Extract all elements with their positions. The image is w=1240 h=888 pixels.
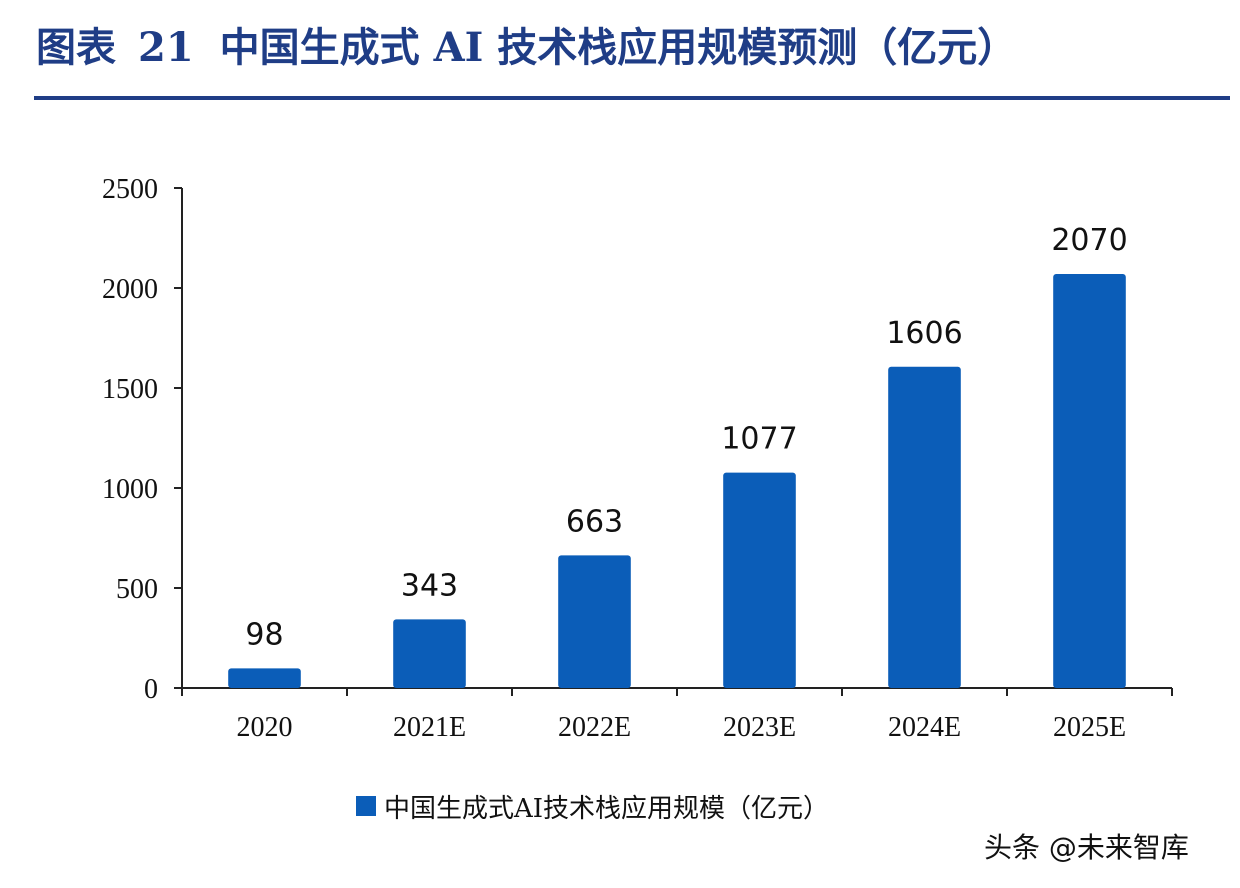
y-tick-label: 500 <box>116 574 158 605</box>
x-axis: 2020 2021E 2022E 2023E 2024E 2025E <box>181 687 1173 743</box>
data-label: 663 <box>566 504 623 539</box>
bar <box>888 366 961 688</box>
legend-swatch <box>356 796 376 816</box>
figure-number: 21 <box>138 24 194 71</box>
watermark: 头条 @未来智库 <box>984 831 1189 864</box>
bar <box>1053 274 1126 688</box>
data-labels: 98 343 663 1077 1606 2070 <box>245 223 1127 652</box>
chart-title: 图表 21 中国生成式 AI 技术栈应用规模预测（亿元） <box>36 12 1017 84</box>
bar <box>393 619 466 688</box>
x-tick-label: 2025E <box>1053 712 1126 743</box>
data-label: 98 <box>245 617 283 652</box>
figure-label: 图表 <box>36 24 116 71</box>
x-tick-label: 2020 <box>237 712 293 743</box>
figure-title-text: 中国生成式 AI 技术栈应用规模预测（亿元） <box>219 24 1018 71</box>
data-label: 1606 <box>886 316 962 351</box>
data-label: 2070 <box>1051 223 1127 258</box>
data-label: 343 <box>401 568 458 603</box>
legend-label: 中国生成式AI技术栈应用规模（亿元） <box>384 793 830 824</box>
bar <box>228 668 301 688</box>
y-tick-label: 2500 <box>102 174 158 205</box>
data-label: 1077 <box>721 422 797 457</box>
legend: 中国生成式AI技术栈应用规模（亿元） <box>356 784 829 828</box>
y-tick-label: 0 <box>144 674 158 705</box>
bar <box>558 555 631 688</box>
x-tick-label: 2022E <box>558 712 631 743</box>
bar-series <box>228 274 1126 688</box>
x-tick-label: 2021E <box>393 712 466 743</box>
title-divider <box>34 96 1230 100</box>
y-tick-label: 1000 <box>102 474 158 505</box>
bar-chart: 0 500 1000 1500 2000 2500 2020 2021E 2022E 2023E… <box>102 174 1173 743</box>
y-axis: 0 500 1000 1500 2000 2500 <box>102 174 183 705</box>
y-tick-label: 2000 <box>102 274 158 305</box>
x-tick-label: 2024E <box>888 712 961 743</box>
x-tick-label: 2023E <box>723 712 796 743</box>
y-tick-label: 1500 <box>102 374 158 405</box>
bar <box>723 472 796 688</box>
